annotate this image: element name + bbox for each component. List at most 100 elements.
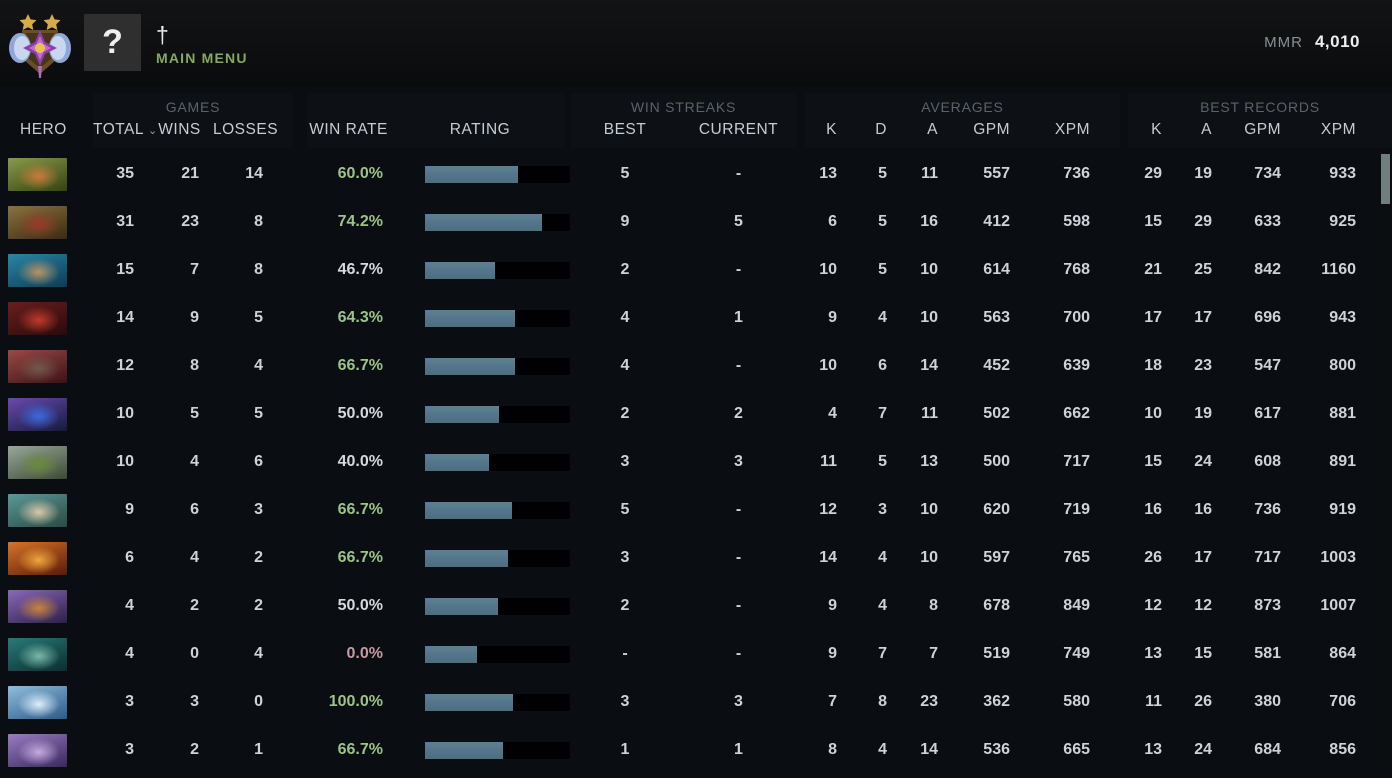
column-header-avg-gpm[interactable]: GPM: [973, 121, 1010, 138]
hero-row[interactable]: 4 2 2 50.0% 2 - 9 4 8 678 849 12 12 873 1007: [0, 582, 1392, 630]
column-header-wins[interactable]: WINS: [158, 121, 201, 138]
hero-portrait[interactable]: [8, 637, 67, 671]
best-kills-cell: 15: [1144, 213, 1162, 230]
losses-cell: 0: [254, 693, 263, 710]
rating-cell: [390, 645, 570, 663]
wins-cell: 7: [190, 261, 199, 278]
best-assists-cell: 12: [1194, 597, 1212, 614]
column-header-streak-current[interactable]: CURRENT: [698, 121, 779, 138]
hero-portrait[interactable]: [8, 733, 67, 767]
rating-bar-fill: [425, 741, 504, 759]
column-header-hero[interactable]: HERO: [20, 121, 67, 138]
best-gpm-cell: 633: [1254, 213, 1281, 230]
hero-cell: [0, 397, 80, 431]
hero-portrait[interactable]: [8, 253, 67, 287]
hero-portrait[interactable]: [8, 493, 67, 527]
hero-row[interactable]: 12 8 4 66.7% 4 - 10 6 14 452 639 18 23 547 800: [0, 342, 1392, 390]
column-header-streak-best[interactable]: BEST: [603, 121, 647, 138]
total-games-cell: 9: [125, 501, 134, 518]
hero-portrait[interactable]: [8, 157, 67, 191]
avg-assists-cell: 8: [929, 597, 938, 614]
hero-row[interactable]: 15 7 8 46.7% 2 - 10 5 10 614 768 21 25 842 1160: [0, 246, 1392, 294]
avg-deaths-cell: 7: [878, 645, 887, 662]
column-header-avg-k[interactable]: K: [826, 121, 837, 138]
rating-cell: [390, 165, 570, 183]
vertical-scrollbar[interactable]: [1381, 152, 1390, 776]
avg-kills-cell: 7: [828, 693, 837, 710]
column-header-avg-xpm[interactable]: XPM: [1054, 121, 1090, 138]
avg-kills-cell: 9: [828, 597, 837, 614]
scrollbar-thumb[interactable]: [1381, 154, 1390, 204]
avg-assists-cell: 10: [920, 549, 938, 566]
column-header-best-xpm[interactable]: XPM: [1320, 121, 1356, 138]
wins-cell: 9: [190, 309, 199, 326]
hero-row[interactable]: 10 4 6 40.0% 3 3 11 5 13 500 717 15 24 608 891: [0, 438, 1392, 486]
mmr-value: 4,010: [1314, 32, 1360, 51]
avg-xpm-cell: 665: [1063, 741, 1090, 758]
hero-row[interactable]: 4 0 4 0.0% - - 9 7 7 519 749 13 15 581 864: [0, 630, 1392, 678]
hero-row[interactable]: 35 21 14 60.0% 5 - 13 5 11 557 736 29 19 734 933: [0, 150, 1392, 198]
hero-row[interactable]: 3 2 1 66.7% 1 1 8 4 14 536 665 13 24 684 856: [0, 726, 1392, 774]
hero-row[interactable]: 9 6 3 66.7% 5 - 12 3 10 620 719 16 16 736 919: [0, 486, 1392, 534]
column-header-rating[interactable]: RATING: [449, 121, 511, 138]
streak-current-cell: -: [735, 549, 742, 566]
hero-portrait[interactable]: [8, 589, 67, 623]
rating-cell: [390, 501, 570, 519]
rating-bar-fill: [425, 165, 518, 183]
best-kills-cell: 12: [1144, 597, 1162, 614]
losses-cell: 2: [254, 597, 263, 614]
streak-current-cell: -: [735, 597, 742, 614]
player-avatar[interactable]: ?: [84, 14, 141, 71]
win-rate-cell: 100.0%: [328, 693, 383, 710]
hero-row[interactable]: 14 9 5 64.3% 4 1 9 4 10 563 700 17 17 696 943: [0, 294, 1392, 342]
hero-portrait[interactable]: [8, 349, 67, 383]
avg-assists-cell: 11: [921, 165, 938, 182]
column-header-avg-a[interactable]: A: [927, 121, 938, 138]
avg-gpm-cell: 563: [983, 309, 1010, 326]
hero-row[interactable]: 31 23 8 74.2% 9 5 6 5 16 412 598 15 29 633 925: [0, 198, 1392, 246]
hero-portrait[interactable]: [8, 301, 67, 335]
avg-xpm-cell: 719: [1063, 501, 1090, 518]
avg-gpm-cell: 536: [983, 741, 1010, 758]
losses-cell: 3: [254, 501, 263, 518]
column-header-losses[interactable]: LOSSES: [213, 121, 279, 138]
hero-portrait[interactable]: [8, 205, 67, 239]
avg-kills-cell: 11: [820, 453, 837, 470]
total-games-cell: 14: [116, 309, 134, 326]
rank-medal-icon: [9, 14, 71, 78]
best-kills-cell: 16: [1144, 501, 1162, 518]
column-header-best-k[interactable]: K: [1151, 121, 1162, 138]
avg-gpm-cell: 500: [983, 453, 1010, 470]
hero-portrait[interactable]: [8, 445, 67, 479]
rows-container: 35 21 14 60.0% 5-13 5 11 557 736 29 19 734 933 3 1 23 8 7…: [0, 150, 1392, 774]
column-header-best-a[interactable]: A: [1201, 121, 1212, 138]
rating-cell: [390, 597, 570, 615]
hero-portrait[interactable]: [8, 397, 67, 431]
streak-current-cell: 1: [734, 741, 743, 758]
column-header-total[interactable]: TOTAL ⌄: [93, 121, 157, 150]
losses-cell: 4: [254, 645, 263, 662]
avg-kills-cell: 8: [828, 741, 837, 758]
hero-row[interactable]: 10 5 5 50.0% 2 2 4 7 11 502 662 10 19 617 881: [0, 390, 1392, 438]
avg-gpm-cell: 614: [983, 261, 1010, 278]
avg-gpm-cell: 678: [983, 597, 1010, 614]
win-rate-cell: 46.7%: [337, 261, 383, 278]
avg-assists-cell: 23: [920, 693, 938, 710]
losses-cell: 2: [254, 549, 263, 566]
column-header-win-rate[interactable]: WIN RATE: [309, 121, 388, 138]
column-header-avg-d[interactable]: D: [875, 121, 887, 138]
hero-portrait[interactable]: [8, 541, 67, 575]
streak-best-cell: 5: [620, 501, 630, 518]
column-header-best-gpm[interactable]: GPM: [1244, 121, 1281, 138]
hero-portrait[interactable]: [8, 685, 67, 719]
hero-row[interactable]: 6 4 2 66.7% 3 - 14 4 10 597 765 26 17 717 1003: [0, 534, 1392, 582]
streak-current-cell: -: [735, 357, 742, 374]
hero-stats-table: 35 21 14 60.0% 5-13 5 11 557 736 29 19 734 933 3 1 23 8 7…: [0, 150, 1392, 778]
hero-row[interactable]: 3 3 0 100.0% 3 3 7 8 23 362 580 11 26 380 706: [0, 678, 1392, 726]
hero-cell: [0, 205, 80, 239]
best-xpm-cell: 943: [1329, 309, 1356, 326]
best-gpm-cell: 547: [1254, 357, 1281, 374]
avg-xpm-cell: 598: [1063, 213, 1090, 230]
rating-bar: [425, 357, 570, 375]
main-menu-button[interactable]: MAIN MENU: [156, 50, 248, 66]
